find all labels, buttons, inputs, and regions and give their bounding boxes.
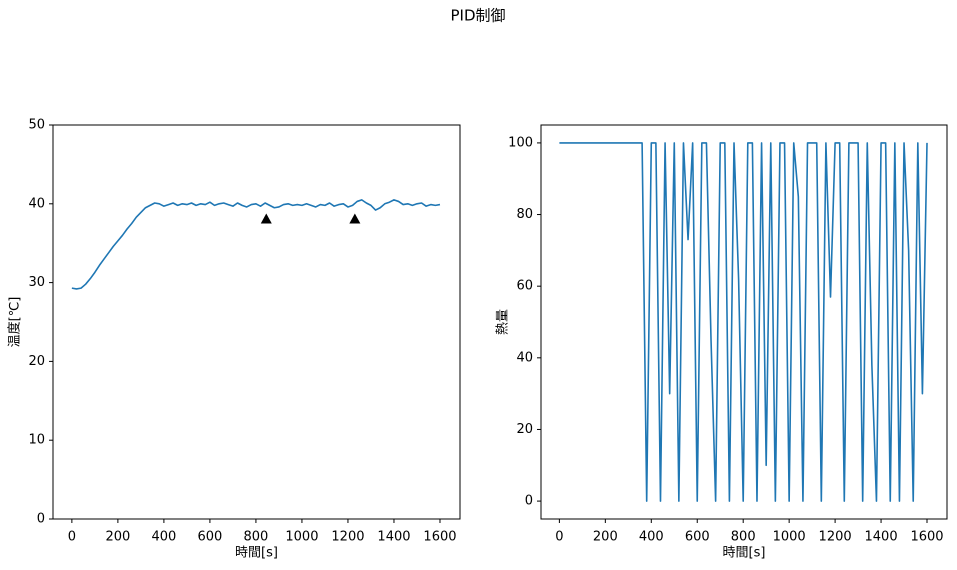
x-tick-label: 1600 (423, 530, 456, 545)
x-tick-label: 600 (197, 530, 222, 545)
data-line (71, 199, 441, 290)
y-axis-label: 温度[℃] (7, 297, 23, 348)
triangle-marker (349, 213, 361, 224)
x-tick-label: 800 (731, 530, 756, 545)
x-tick-label: 1000 (773, 530, 806, 545)
x-tick-label: 1000 (285, 530, 318, 545)
y-tick-label: 20 (28, 354, 45, 369)
y-tick-label: 40 (516, 350, 533, 365)
triangle-marker (260, 213, 272, 224)
y-tick-label: 80 (516, 207, 533, 222)
x-axis-label: 時間[s] (723, 546, 766, 561)
y-tick-label: 20 (516, 422, 533, 437)
x-axis-label: 時間[s] (235, 546, 278, 561)
y-tick-label: 10 (28, 433, 45, 448)
x-tick-label: 400 (639, 530, 664, 545)
x-tick-label: 1600 (910, 530, 943, 545)
x-tick-label: 600 (685, 530, 710, 545)
x-tick-label: 1400 (377, 530, 410, 545)
x-tick-label: 1200 (331, 530, 364, 545)
figure-title: PID制御 (450, 7, 505, 25)
axes-frame (52, 124, 461, 520)
x-tick-label: 0 (68, 530, 76, 545)
x-tick-label: 1200 (819, 530, 852, 545)
y-tick-label: 60 (516, 279, 533, 294)
y-tick-label: 0 (37, 512, 45, 527)
x-tick-label: 1400 (865, 530, 898, 545)
data-line (559, 142, 928, 502)
y-tick-label: 0 (525, 494, 533, 509)
x-tick-label: 0 (555, 530, 563, 545)
x-tick-label: 800 (244, 530, 269, 545)
y-axis-label: 熱量 (496, 309, 511, 335)
axes-frame (540, 124, 948, 520)
y-tick-label: 50 (28, 118, 45, 133)
y-tick-label: 100 (508, 135, 533, 150)
x-tick-label: 200 (593, 530, 618, 545)
x-tick-label: 200 (105, 530, 130, 545)
y-tick-label: 30 (28, 275, 45, 290)
y-tick-label: 40 (28, 196, 45, 211)
x-tick-label: 400 (151, 530, 176, 545)
